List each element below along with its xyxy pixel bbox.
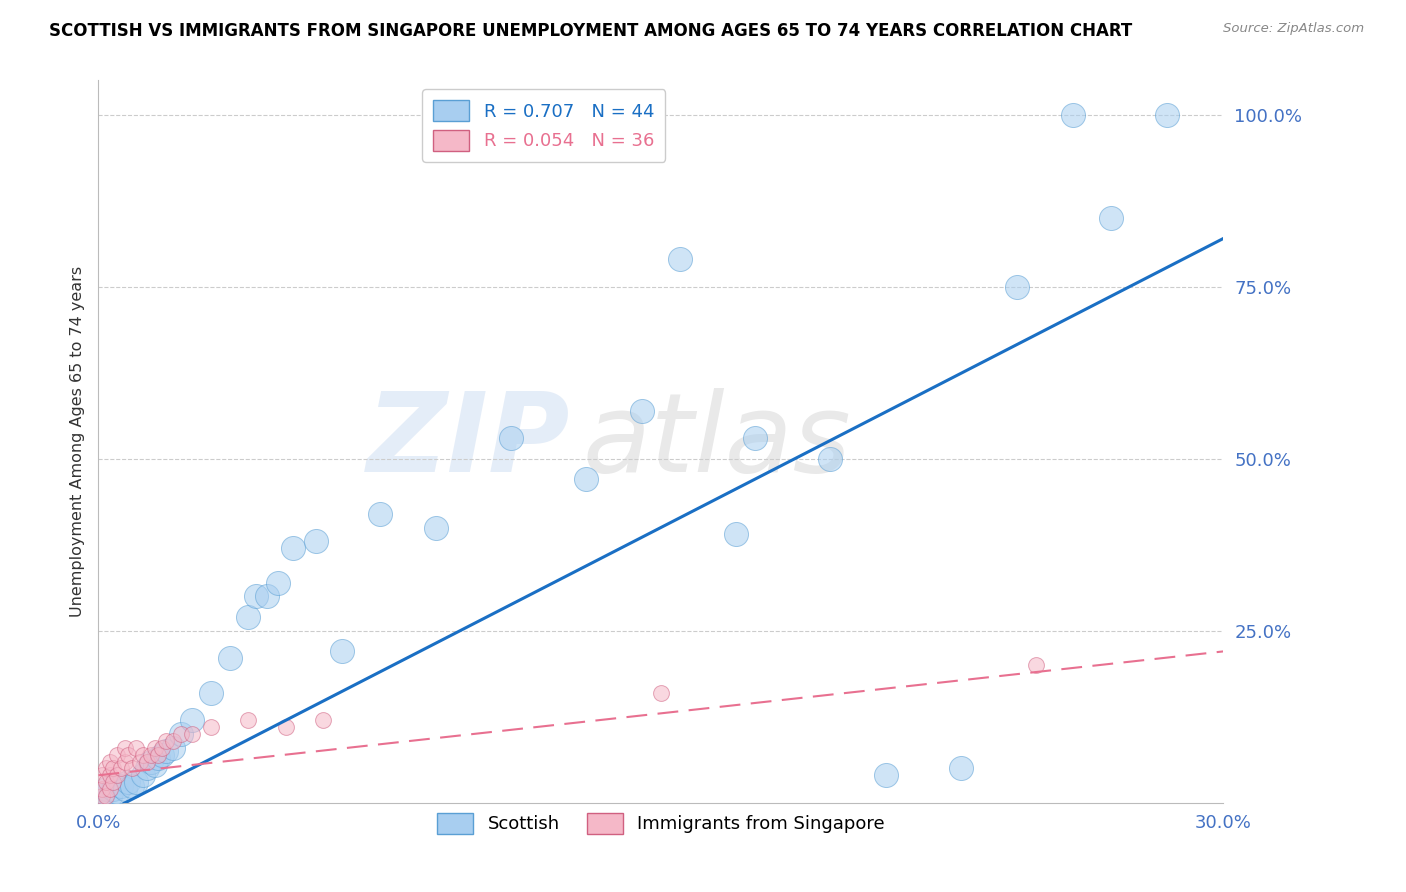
Point (91, 789, 114, 803)
Point (267, 575, 290, 590)
Point (114, 740, 136, 755)
Point (162, 734, 184, 748)
Point (98, 782, 121, 797)
Point (105, 785, 128, 799)
Point (110, 761, 132, 775)
Point (744, 431, 766, 445)
Point (143, 758, 166, 772)
Point (170, 727, 193, 741)
Point (136, 761, 159, 775)
Point (875, 768, 897, 782)
Point (1156, 108, 1178, 122)
Point (105, 747, 128, 762)
Point (114, 755, 136, 769)
Point (150, 740, 173, 755)
Point (949, 761, 972, 775)
Point (1025, 658, 1047, 673)
Point (238, 713, 260, 727)
Point (155, 744, 177, 758)
Point (245, 590, 267, 604)
Point (114, 782, 136, 797)
Point (91, 768, 114, 782)
Point (132, 747, 155, 762)
Text: Source: ZipAtlas.com: Source: ZipAtlas.com (1223, 22, 1364, 36)
Point (1005, 279, 1028, 293)
Point (121, 779, 143, 793)
Point (181, 713, 204, 727)
Point (103, 775, 125, 789)
Point (256, 590, 278, 604)
Point (117, 775, 139, 789)
Point (98, 789, 121, 803)
Text: ZIP: ZIP (367, 388, 571, 495)
Point (94, 789, 117, 803)
Point (98, 755, 121, 769)
Point (155, 734, 177, 748)
Point (274, 720, 297, 734)
Point (94, 775, 117, 789)
Point (91, 782, 114, 797)
Point (200, 686, 222, 700)
Point (148, 747, 170, 762)
Point (125, 775, 148, 789)
Point (425, 520, 447, 534)
Point (650, 686, 672, 700)
Point (631, 403, 654, 417)
Legend: Scottish, Immigrants from Singapore: Scottish, Immigrants from Singapore (426, 802, 896, 845)
Point (136, 755, 159, 769)
Point (150, 747, 173, 762)
Point (330, 644, 353, 658)
Point (94, 761, 117, 775)
Point (121, 761, 143, 775)
Point (181, 727, 204, 741)
Y-axis label: Unemployment Among Ages 65 to 74 years: Unemployment Among Ages 65 to 74 years (69, 266, 84, 617)
Point (668, 252, 690, 267)
Point (218, 651, 240, 665)
Point (499, 431, 522, 445)
Point (94, 782, 117, 797)
Point (110, 779, 132, 793)
Point (1062, 108, 1084, 122)
Point (283, 541, 305, 556)
Point (98, 768, 121, 782)
Point (818, 451, 841, 466)
Point (143, 740, 166, 755)
Point (148, 751, 170, 765)
Point (105, 768, 128, 782)
Point (103, 761, 125, 775)
Point (128, 755, 150, 769)
Point (238, 610, 260, 624)
Point (312, 713, 335, 727)
Point (200, 720, 222, 734)
Point (132, 768, 155, 782)
Point (305, 534, 328, 549)
Point (724, 527, 747, 541)
Text: atlas: atlas (582, 388, 851, 495)
Point (103, 782, 125, 797)
Point (139, 747, 162, 762)
Point (125, 740, 148, 755)
Point (139, 755, 162, 769)
Point (575, 472, 598, 486)
Text: SCOTTISH VS IMMIGRANTS FROM SINGAPORE UNEMPLOYMENT AMONG AGES 65 TO 74 YEARS COR: SCOTTISH VS IMMIGRANTS FROM SINGAPORE UN… (49, 22, 1132, 40)
Point (170, 727, 193, 741)
Point (91, 789, 114, 803)
Point (368, 507, 391, 521)
Point (1099, 211, 1122, 225)
Point (117, 747, 139, 762)
Point (162, 740, 184, 755)
